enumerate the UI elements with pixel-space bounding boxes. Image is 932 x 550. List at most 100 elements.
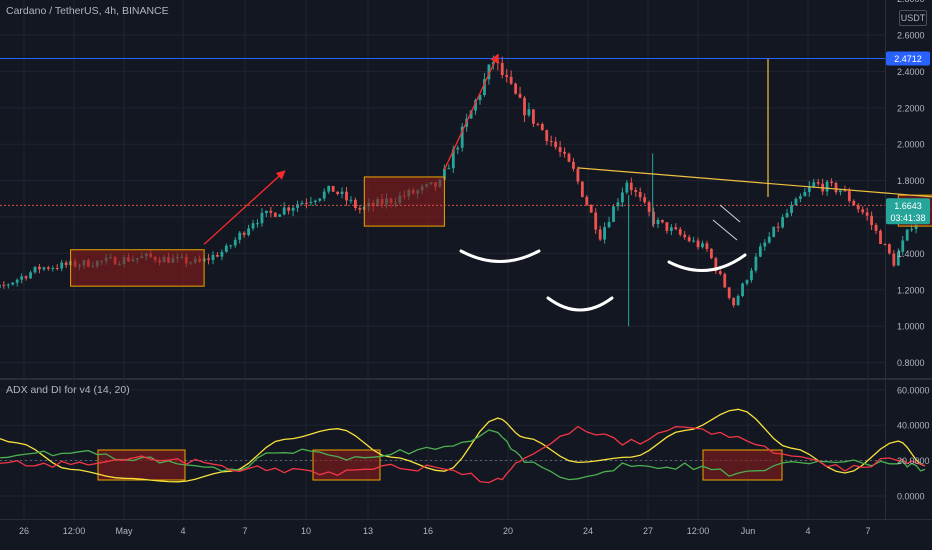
candle-body bbox=[790, 205, 793, 214]
candle-body bbox=[785, 213, 789, 218]
candle-body bbox=[723, 274, 727, 288]
price-tick-label: 1.4000 bbox=[897, 249, 925, 259]
indicator-highlight-box bbox=[702, 449, 783, 481]
candle-body bbox=[460, 126, 464, 148]
candle-body bbox=[563, 151, 566, 154]
candle-body bbox=[910, 228, 914, 230]
candle-body bbox=[594, 212, 598, 230]
candle-body bbox=[879, 230, 882, 244]
candle-body bbox=[896, 251, 900, 266]
candle-body bbox=[354, 199, 357, 208]
candle-body bbox=[696, 240, 700, 248]
candle-body bbox=[603, 227, 606, 240]
candle-body bbox=[714, 258, 718, 272]
candle-body bbox=[273, 212, 277, 217]
candle-body bbox=[692, 240, 695, 242]
candle-body bbox=[256, 223, 259, 225]
time-tick-label: 10 bbox=[301, 526, 311, 536]
candle-body bbox=[42, 267, 46, 270]
candle-body bbox=[634, 190, 638, 192]
candle-body bbox=[282, 207, 286, 215]
candle-body bbox=[336, 191, 339, 194]
time-tick-label: 26 bbox=[19, 526, 29, 536]
candle-body bbox=[345, 191, 348, 201]
candle-body bbox=[905, 229, 909, 241]
time-tick-label: 12:00 bbox=[63, 526, 86, 536]
last-price-tag bbox=[886, 198, 930, 225]
candle-body bbox=[674, 227, 678, 230]
target-price-label: 2.4712 bbox=[894, 54, 922, 64]
currency-badge[interactable]: USDT bbox=[899, 10, 927, 26]
candle-body bbox=[523, 97, 526, 116]
time-tick-label: 27 bbox=[643, 526, 653, 536]
candle-body bbox=[758, 246, 762, 257]
candle-body bbox=[269, 210, 273, 213]
candle-body bbox=[558, 147, 562, 152]
candle-body bbox=[799, 196, 802, 199]
candle-body bbox=[718, 271, 722, 275]
candle-body bbox=[856, 205, 860, 210]
candle-body bbox=[251, 223, 255, 229]
ind-tick-label: 40.0000 bbox=[897, 421, 930, 431]
indicator-pane bbox=[0, 408, 926, 484]
time-tick-label: 24 bbox=[583, 526, 593, 536]
candle-body bbox=[527, 109, 531, 116]
candle-body bbox=[794, 198, 798, 206]
candle-body bbox=[776, 226, 780, 228]
candle-body bbox=[656, 219, 660, 225]
drawings bbox=[0, 53, 932, 312]
candle-body bbox=[865, 212, 869, 216]
candle-body bbox=[629, 182, 633, 191]
symbol-title: Cardano / TetherUS, 4h, BINANCE bbox=[6, 5, 169, 17]
candle-body bbox=[772, 226, 776, 237]
candle-body bbox=[229, 245, 233, 247]
candle-body bbox=[224, 245, 228, 252]
candle-body bbox=[318, 198, 322, 201]
candle-body bbox=[638, 191, 642, 198]
ind-tick-label: 20.0000 bbox=[897, 456, 930, 466]
candle-body bbox=[456, 147, 460, 150]
time-tick-label: Jun bbox=[741, 526, 756, 536]
candle-body bbox=[888, 244, 891, 254]
candle-body bbox=[705, 243, 709, 249]
candle-body bbox=[665, 222, 669, 231]
candle-body bbox=[340, 191, 344, 194]
candle-body bbox=[478, 95, 482, 101]
candle-body bbox=[852, 200, 856, 206]
candle-body bbox=[11, 282, 15, 285]
candle-body bbox=[652, 211, 655, 225]
right-shoulder-curve bbox=[667, 253, 747, 272]
candle-body bbox=[447, 168, 451, 170]
time-tick-label: 4 bbox=[180, 526, 185, 536]
candle-body bbox=[612, 206, 615, 222]
candle-body bbox=[291, 207, 295, 211]
candle-body bbox=[580, 181, 584, 197]
candle-body bbox=[540, 123, 544, 131]
candle-body bbox=[554, 141, 558, 148]
candle-body bbox=[781, 217, 784, 228]
time-tick-label: 13 bbox=[363, 526, 373, 536]
candle-body bbox=[741, 283, 744, 296]
candle-body bbox=[496, 61, 500, 64]
candle-body bbox=[576, 168, 580, 182]
candle-body bbox=[305, 202, 308, 204]
indicator-series-line bbox=[0, 425, 926, 484]
projection-arrow bbox=[203, 170, 286, 245]
time-tick-label: 7 bbox=[242, 526, 247, 536]
candle-body bbox=[51, 268, 55, 270]
target-price-tag bbox=[886, 51, 930, 66]
candle-body bbox=[834, 182, 838, 193]
neckline bbox=[577, 167, 932, 198]
candle-body bbox=[322, 191, 326, 199]
candle-body bbox=[265, 210, 268, 213]
candle-body bbox=[46, 267, 50, 269]
candle-body bbox=[309, 202, 313, 204]
flag-line bbox=[712, 219, 738, 241]
candle-body bbox=[327, 185, 331, 192]
price-tick-label: 2.2000 bbox=[897, 103, 925, 113]
candle-body bbox=[500, 63, 504, 76]
candle-body bbox=[260, 212, 264, 224]
price-tick-label: 2.6000 bbox=[897, 31, 925, 41]
candle-body bbox=[803, 191, 807, 197]
